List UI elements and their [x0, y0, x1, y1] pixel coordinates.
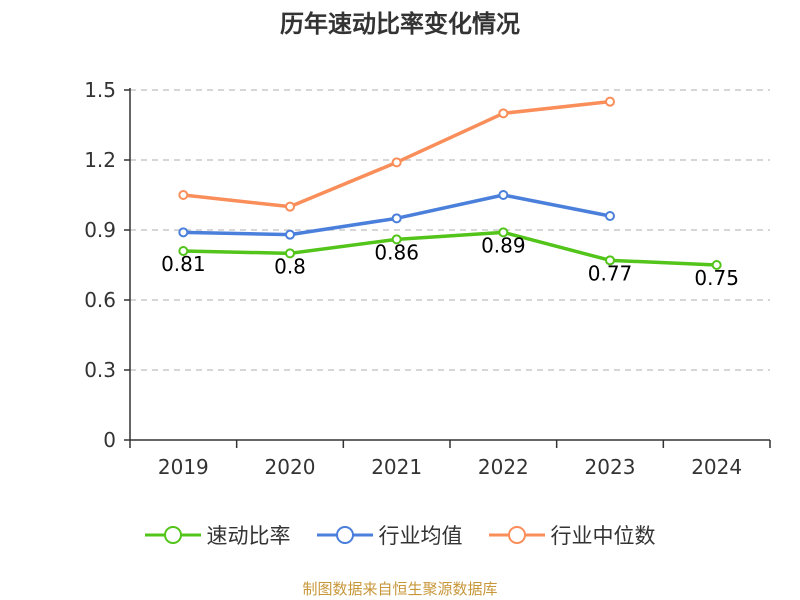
data-point-0 — [498, 227, 509, 238]
legend-label-quick-ratio: 速动比率 — [206, 524, 291, 548]
series-line-0 — [183, 230, 717, 267]
x-tick-label: 2019 — [158, 455, 209, 479]
data-point-0 — [391, 234, 402, 245]
legend-swatch-industry-median — [488, 526, 545, 544]
data-point-1 — [285, 229, 295, 240]
data-label: 0.86 — [374, 240, 419, 264]
data-point-2 — [605, 96, 615, 107]
legend-label-industry-median: 行业中位数 — [550, 524, 656, 548]
data-point-2 — [498, 108, 509, 119]
source-note: 制图数据来自恒生聚源数据库 — [302, 580, 498, 598]
data-point-2 — [178, 190, 189, 200]
legend-swatch-industry-mean — [316, 526, 373, 544]
x-tick-label: 2020 — [265, 455, 316, 479]
y-tick-label: 1.2 — [84, 148, 116, 172]
data-point-0 — [711, 260, 722, 270]
x-tick-label: 2024 — [691, 455, 742, 479]
x-tick-label: 2021 — [371, 455, 422, 479]
x-tick-label: 2022 — [478, 455, 529, 479]
y-tick-label: 0 — [103, 428, 116, 452]
legend-item-industry-median[interactable]: 行业中位数 — [488, 520, 656, 550]
data-point-0 — [178, 246, 189, 256]
legend-item-quick-ratio[interactable]: 速动比率 — [144, 520, 291, 550]
legend-item-industry-mean[interactable]: 行业均值 — [316, 520, 463, 550]
legend: 速动比率 行业均值 行业中位数 — [0, 520, 800, 550]
y-tick-label: 0.3 — [84, 358, 116, 382]
series-line-2 — [183, 99, 611, 209]
data-label: 0.75 — [694, 266, 739, 290]
chart-title: 历年速动比率变化情况 — [280, 10, 520, 38]
data-point-1 — [605, 211, 615, 221]
data-point-0 — [285, 248, 295, 259]
x-tick-label: 2023 — [585, 455, 636, 479]
data-label: 0.8 — [274, 254, 306, 278]
y-tick-label: 1.5 — [84, 78, 116, 102]
legend-label-industry-mean: 行业均值 — [378, 524, 463, 548]
data-point-1 — [178, 227, 189, 238]
data-point-0 — [605, 255, 615, 266]
data-label: 0.77 — [588, 261, 633, 285]
data-point-1 — [498, 190, 509, 200]
data-label: 0.89 — [481, 233, 526, 257]
y-tick-label: 0.9 — [84, 218, 116, 242]
data-point-2 — [391, 157, 402, 168]
data-point-1 — [391, 213, 402, 224]
y-tick-label: 0.6 — [84, 288, 116, 312]
legend-swatch-quick-ratio — [144, 526, 201, 544]
data-point-2 — [285, 201, 295, 212]
data-label: 0.81 — [161, 252, 206, 276]
